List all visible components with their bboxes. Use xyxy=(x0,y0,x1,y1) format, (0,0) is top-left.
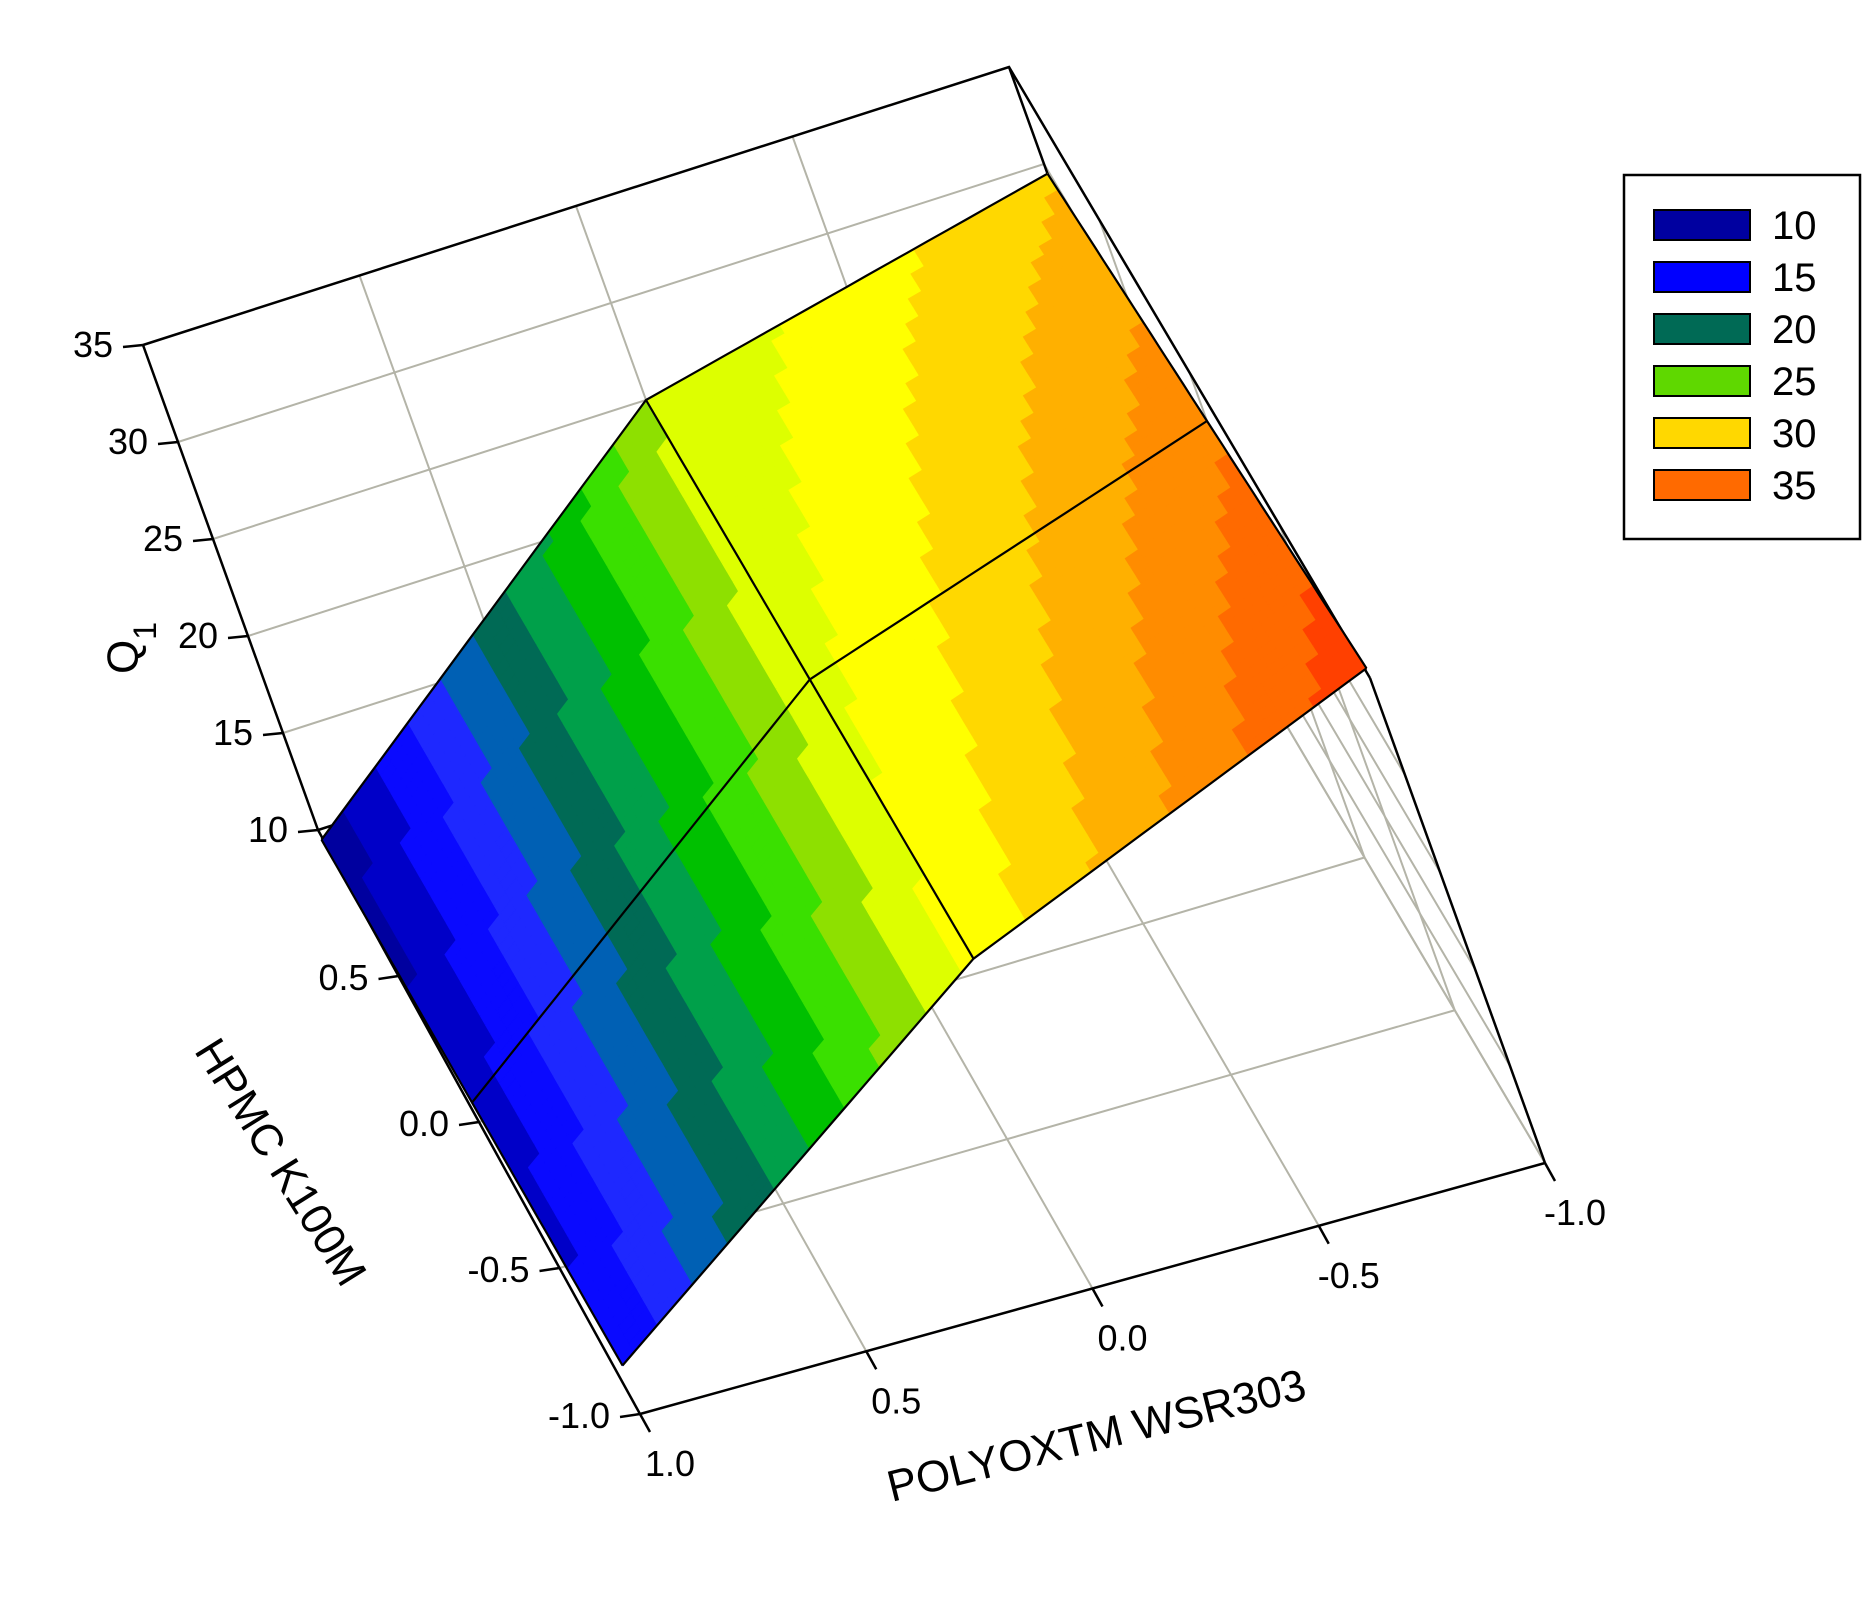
legend-label: 20 xyxy=(1772,308,1817,352)
vertical-edge-right xyxy=(1368,677,1547,1164)
legend-swatch xyxy=(1653,261,1751,293)
z-tick xyxy=(262,731,284,737)
legend-entries: 10 15 20 25 30 35 xyxy=(1653,204,1817,508)
z-tick-label: 30 xyxy=(108,421,148,462)
z-tick xyxy=(297,828,319,834)
z-axis-title: Q1 xyxy=(99,622,163,674)
surface-mesh-line xyxy=(471,420,1208,1104)
x-axis-tick-labels: 1.0 0.5 0.0 -0.5 -1.0 xyxy=(645,1192,1606,1484)
x-tick xyxy=(1317,1225,1330,1245)
z-tick xyxy=(157,440,179,446)
axis-ticks xyxy=(122,343,1557,1433)
legend-label: 25 xyxy=(1772,360,1817,404)
y-tick-label: 0.0 xyxy=(399,1103,449,1144)
x-tick-label: -0.5 xyxy=(1318,1255,1380,1296)
x-axis-title: POLYOXTM WSR303 xyxy=(882,1360,1311,1511)
y-tick-label: 0.5 xyxy=(318,957,368,998)
legend-label: 10 xyxy=(1772,204,1817,248)
x-tick-label: 0.0 xyxy=(1097,1318,1147,1359)
legend-label: 30 xyxy=(1772,412,1817,456)
y-tick xyxy=(619,1412,641,1419)
z-axis-title-subscript: 1 xyxy=(127,622,163,640)
z-tick-label: 20 xyxy=(178,615,218,656)
legend-swatch xyxy=(1653,469,1751,501)
y-axis-title: HPMC K100M xyxy=(185,1030,376,1294)
legend: 10 15 20 25 30 35 xyxy=(1622,173,1862,541)
z-tick xyxy=(122,343,144,349)
z-tick-label: 25 xyxy=(143,518,183,559)
y-tick xyxy=(458,1120,480,1127)
x-tick xyxy=(638,1413,652,1433)
y-axis-tick-labels: -1.0 -0.5 0.0 0.5 xyxy=(318,957,610,1436)
x-tick xyxy=(865,1350,878,1370)
legend-swatch xyxy=(1653,365,1751,397)
legend-swatch xyxy=(1653,417,1751,449)
surface-mesh-line xyxy=(320,172,1049,841)
z-axis-tick-labels: 10 15 20 25 30 35 xyxy=(73,324,288,850)
x-tick-label: -1.0 xyxy=(1544,1192,1606,1233)
x-tick xyxy=(1091,1287,1104,1308)
surface-mesh-lines xyxy=(320,172,1368,1367)
z-tick xyxy=(227,634,249,640)
z-axis-title-main: Q xyxy=(99,640,148,674)
z-tick-label: 35 xyxy=(73,324,113,365)
legend-swatch xyxy=(1653,209,1751,241)
z-tick-label: 15 xyxy=(213,712,253,753)
legend-label: 15 xyxy=(1772,256,1817,300)
x-tick-label: 1.0 xyxy=(645,1443,695,1484)
response-surface xyxy=(320,173,1368,1367)
y-tick xyxy=(539,1266,560,1273)
legend-label: 35 xyxy=(1772,464,1817,508)
y-tick-label: -1.0 xyxy=(548,1395,610,1436)
y-tick xyxy=(378,974,399,981)
vertical-edge-left xyxy=(141,344,320,831)
x-tick xyxy=(1543,1162,1557,1182)
z-tick-label: 10 xyxy=(248,809,288,850)
y-tick-label: -0.5 xyxy=(467,1249,529,1290)
x-tick-label: 0.5 xyxy=(871,1380,921,1421)
z-tick xyxy=(192,537,214,543)
surface-mesh-line xyxy=(621,667,1368,1367)
legend-swatch xyxy=(1653,313,1751,345)
